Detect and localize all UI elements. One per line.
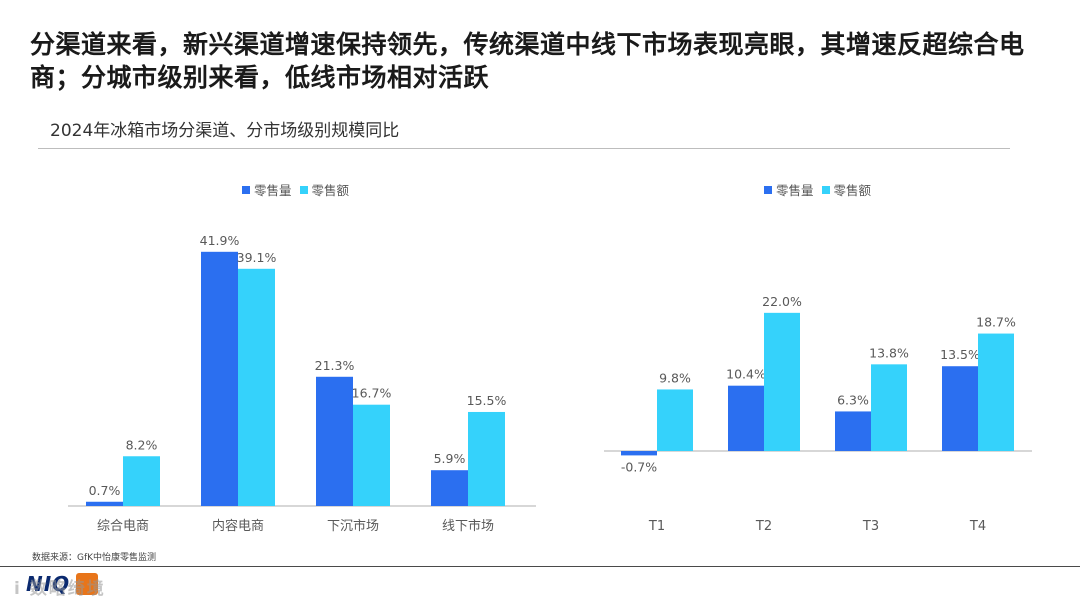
data-label: 16.7% [352,386,392,401]
data-label: 41.9% [200,233,240,248]
city-tier-bar-chart: -0.7% 9.8% T1 10.4% 22.0% T2 6.3% 13.8% T3 13.5% 1… [604,294,1032,534]
data-label: 8.2% [126,437,158,452]
page-headline: 分渠道来看，新兴渠道增速保持领先，传统渠道中线下市场表现亮眼，其增速反超综合电商… [30,30,1025,92]
data-label: 0.7% [89,483,121,498]
legend-item-value: 零售额 [299,180,350,199]
legend-item-volume: 零售量 [764,180,814,199]
legend-right: 零售量 零售额 [764,180,879,199]
bar-value [871,364,907,451]
bar-volume [835,411,871,451]
legend-swatch-value [299,185,308,194]
bar-volume [86,501,123,506]
watermark: i 数略绮境 [14,579,106,599]
legend-swatch-volume [764,185,772,194]
logo-mark-icon [76,573,99,595]
category-label: 下沉市场 [327,518,379,534]
logo-text: NIQ [26,572,71,596]
niq-logo: NIQ [26,572,99,596]
legend-label-volume: 零售量 [776,183,814,198]
bar-value [238,268,275,506]
bar-volume [316,376,353,506]
data-label: -0.7% [621,459,657,474]
legend-swatch-volume [242,185,250,194]
category-label: 线下市场 [442,518,494,534]
category-label: T4 [969,519,986,534]
data-label: 13.8% [869,345,909,360]
bar-value [657,389,693,451]
data-label: 15.5% [467,393,507,408]
data-source-note: 数据来源：GfK中怡康零售监测 [32,553,157,563]
category-label: 综合电商 [97,519,149,534]
bar-value [353,404,390,506]
data-label: 39.1% [237,250,277,265]
data-label: 9.8% [659,370,691,385]
channel-bar-chart: 0.7% 8.2% 综合电商 41.9% 39.1% 内容电商 21.3% 16.7% 下沉市场… [68,233,536,534]
bar-volume [201,251,238,506]
bar-volume [942,366,978,451]
bar-volume [621,451,657,456]
chart-subtitle: 2024年冰箱市场分渠道、分市场级别规模同比 [50,121,400,141]
bar-value [978,333,1014,451]
bar-value [123,456,160,506]
legend-label-value: 零售额 [311,183,350,198]
subtitle-divider [38,148,1010,149]
bar-value [468,411,505,506]
data-label: 5.9% [434,451,466,466]
legend-label-value: 零售额 [833,183,872,198]
legend-label-volume: 零售量 [254,183,292,198]
data-label: 21.3% [315,358,355,373]
legend-item-volume: 零售量 [242,180,292,199]
legend-item-value: 零售额 [821,180,872,199]
bar-volume [431,470,468,506]
category-label: T1 [648,519,665,534]
data-label: 10.4% [726,367,766,382]
legend-swatch-value [821,185,830,194]
data-label: 13.5% [940,347,980,362]
data-label: 22.0% [762,294,802,309]
category-label: 内容电商 [212,518,264,534]
category-label: T3 [862,519,879,534]
bar-value [764,312,800,451]
legend-left: 零售量 零售额 [242,180,357,199]
category-label: T2 [755,519,772,534]
data-label: 18.7% [976,315,1016,330]
data-label: 6.3% [837,392,869,407]
footer-divider [0,566,1080,567]
bar-volume [728,385,764,451]
